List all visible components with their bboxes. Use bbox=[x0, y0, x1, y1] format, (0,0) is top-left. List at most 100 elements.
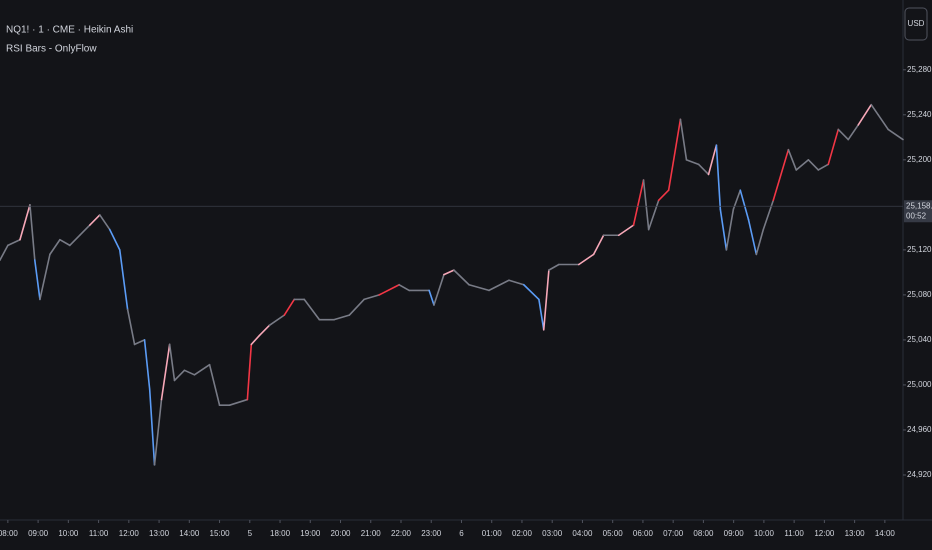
price-segment bbox=[548, 263, 560, 271]
price-segment bbox=[542, 269, 550, 331]
price-segment bbox=[642, 179, 650, 231]
price-segment bbox=[667, 118, 682, 192]
price-segment bbox=[578, 253, 595, 266]
price-segment bbox=[787, 148, 798, 171]
x-tick-label: 12:00 bbox=[119, 529, 140, 538]
price-segment bbox=[715, 144, 722, 211]
price-segment bbox=[108, 228, 121, 251]
x-tick-label: 10:00 bbox=[58, 529, 79, 538]
price-segment bbox=[632, 179, 645, 226]
price-segment bbox=[250, 334, 261, 346]
price-segment bbox=[19, 204, 31, 241]
price-segment bbox=[772, 148, 790, 202]
x-tick-label: 12:00 bbox=[814, 529, 835, 538]
y-tick-label: 24,960.00 bbox=[907, 425, 932, 434]
x-tick-label: 13:00 bbox=[845, 529, 866, 538]
price-segment bbox=[762, 199, 775, 231]
price-segment bbox=[7, 238, 21, 247]
x-tick-label: 07:00 bbox=[663, 529, 684, 538]
price-segment bbox=[378, 283, 400, 296]
price-segment bbox=[133, 339, 146, 346]
price-segment bbox=[837, 128, 850, 141]
price-segment bbox=[725, 208, 735, 251]
x-tick-label: 08:00 bbox=[693, 529, 714, 538]
price-segment bbox=[522, 283, 540, 301]
price-segment bbox=[363, 294, 381, 301]
price-label-box bbox=[904, 200, 932, 223]
x-tick-label: 05:00 bbox=[603, 529, 624, 538]
countdown-label: 00:52 bbox=[906, 211, 927, 220]
price-segment bbox=[508, 279, 525, 286]
x-tick-label: 09:00 bbox=[724, 529, 745, 538]
price-segment bbox=[168, 343, 176, 382]
x-tick-label: 22:00 bbox=[391, 529, 412, 538]
price-segment bbox=[69, 234, 81, 247]
currency-button[interactable] bbox=[904, 7, 928, 41]
x-tick-label: 23:00 bbox=[421, 529, 442, 538]
x-tick-label: 01:00 bbox=[482, 529, 503, 538]
x-tick-label: 18:00 bbox=[270, 529, 291, 538]
price-segment bbox=[303, 298, 321, 321]
x-tick-label: 11:00 bbox=[89, 529, 109, 538]
y-tick-label: 24,920.00 bbox=[907, 470, 932, 479]
price-segment bbox=[685, 159, 700, 166]
x-tick-label: 10:00 bbox=[754, 529, 775, 538]
x-tick-label: 21:00 bbox=[361, 529, 382, 538]
price-segment bbox=[118, 249, 129, 311]
price-segment bbox=[98, 214, 111, 231]
x-tick-label: 13:00 bbox=[149, 529, 170, 538]
price-label: 25,158.75 bbox=[906, 201, 932, 210]
price-segment bbox=[857, 103, 873, 126]
price-segment bbox=[33, 259, 41, 301]
x-tick-label: 08:00 bbox=[0, 529, 18, 538]
y-tick-label: 25,280.00 bbox=[907, 65, 932, 74]
indicator-title: RSI Bars - OnlyFlow bbox=[6, 44, 97, 55]
x-tick-label: 09:00 bbox=[28, 529, 49, 538]
x-tick-label: 04:00 bbox=[572, 529, 593, 538]
price-segment bbox=[697, 163, 710, 176]
price-segment bbox=[208, 363, 221, 406]
price-segment bbox=[433, 273, 445, 306]
x-tick-label: 14:00 bbox=[875, 529, 896, 538]
y-tick-label: 25,000.00 bbox=[907, 380, 932, 389]
price-segment bbox=[453, 269, 470, 286]
price-segment bbox=[29, 204, 36, 261]
price-segment bbox=[807, 159, 820, 171]
price-segment bbox=[268, 314, 286, 327]
price-segment bbox=[795, 159, 810, 171]
price-segment bbox=[148, 388, 156, 466]
price-segment bbox=[246, 343, 253, 401]
x-tick-label: 5 bbox=[248, 529, 253, 538]
price-segment bbox=[0, 244, 9, 261]
price-segment bbox=[258, 324, 271, 337]
x-tick-label: 02:00 bbox=[512, 529, 533, 538]
price-segment bbox=[755, 228, 765, 256]
x-tick-label: 15:00 bbox=[210, 529, 231, 538]
x-tick-label: 20:00 bbox=[330, 529, 351, 538]
price-segment bbox=[126, 308, 136, 346]
price-segment bbox=[333, 314, 351, 321]
price-segment bbox=[488, 279, 510, 292]
price-segment bbox=[228, 398, 249, 406]
price-segment bbox=[428, 289, 435, 306]
x-tick-label: 6 bbox=[459, 529, 464, 538]
price-segment bbox=[679, 118, 688, 161]
price-segment bbox=[657, 189, 670, 202]
price-segment bbox=[283, 298, 296, 316]
price-segment bbox=[707, 144, 718, 176]
price-segment bbox=[89, 214, 101, 226]
price-segment bbox=[398, 283, 410, 292]
price-segment bbox=[747, 218, 758, 256]
price-segment bbox=[887, 128, 904, 141]
price-segment bbox=[153, 398, 163, 466]
price-segment bbox=[847, 124, 860, 141]
price-segment bbox=[468, 283, 490, 292]
price-segment bbox=[647, 199, 660, 231]
price-segment bbox=[348, 298, 365, 316]
currency-label[interactable]: USD bbox=[908, 19, 925, 28]
price-segment bbox=[160, 343, 171, 401]
y-tick-label: 25,120.00 bbox=[907, 245, 932, 254]
price-segment bbox=[870, 103, 880, 116]
y-tick-label: 25,200.00 bbox=[907, 155, 932, 164]
